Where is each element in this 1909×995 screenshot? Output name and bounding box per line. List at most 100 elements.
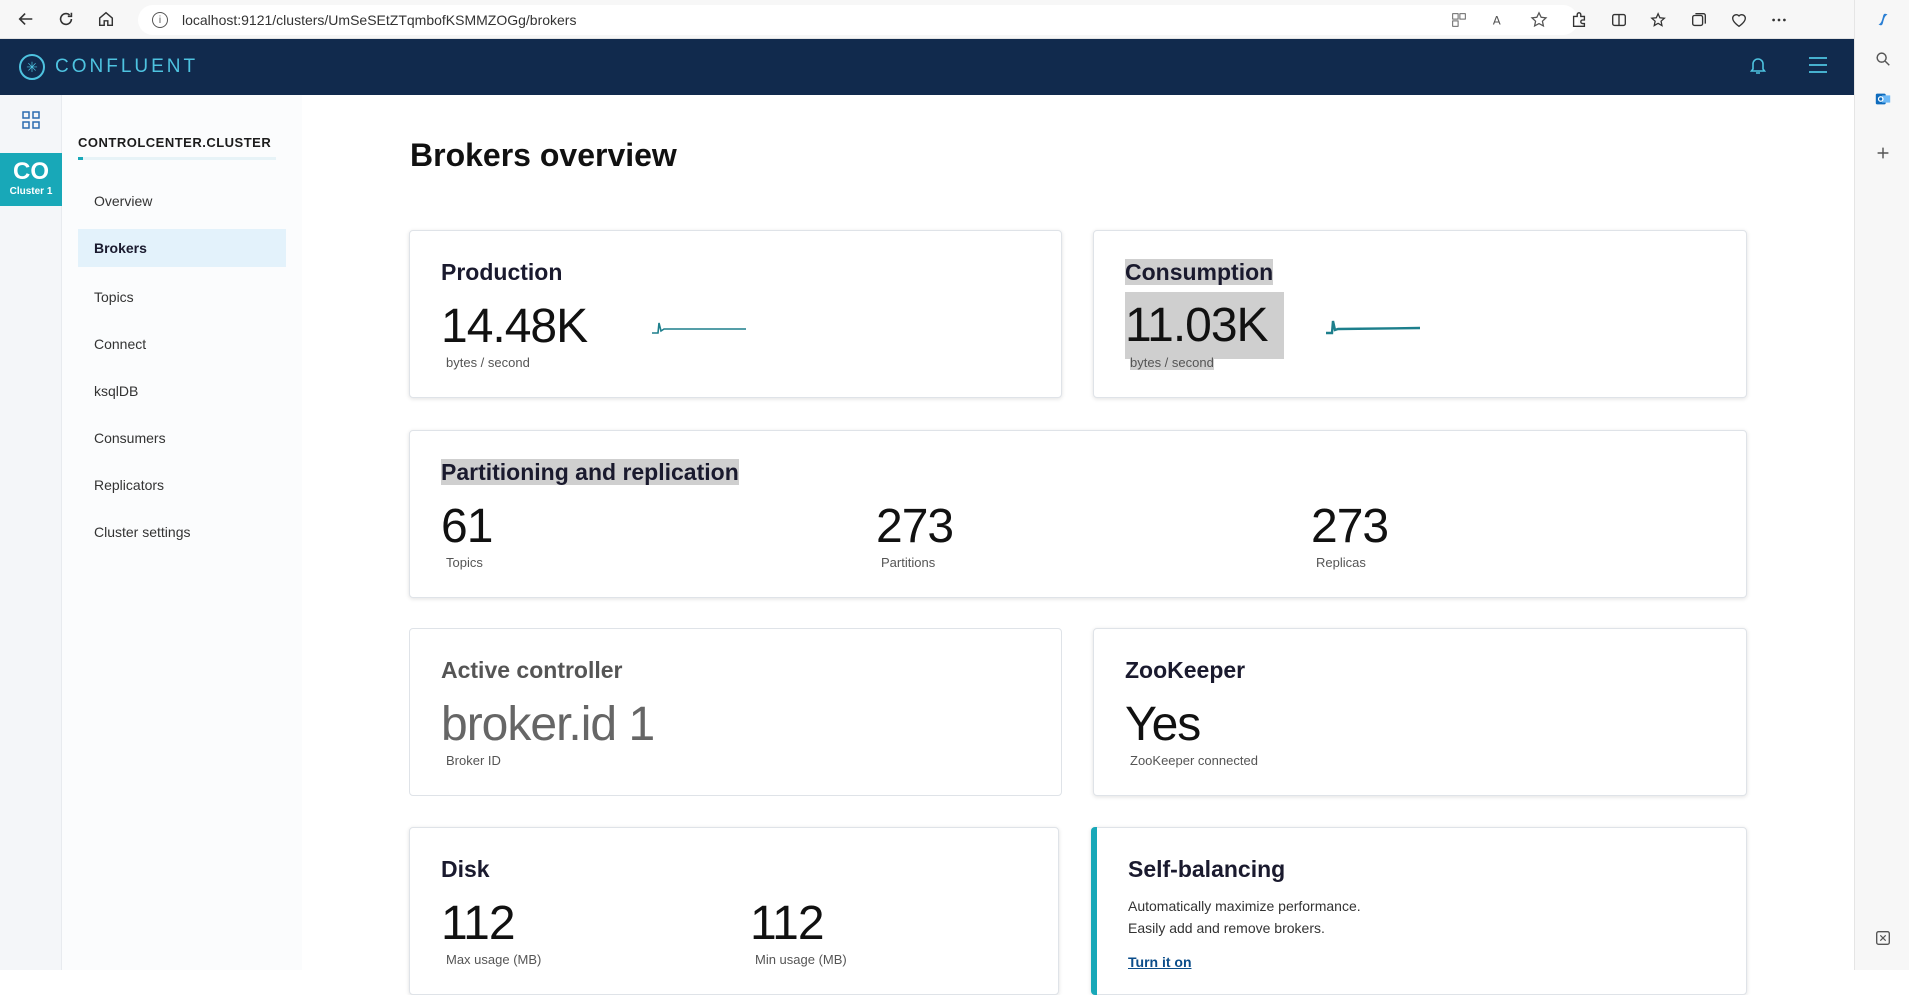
- sidebar-item-brokers[interactable]: Brokers: [78, 229, 286, 267]
- search-sidebar-button[interactable]: [1855, 39, 1909, 79]
- turn-on-link[interactable]: Turn it on: [1128, 954, 1192, 970]
- disk-max-label: Max usage (MB): [446, 952, 542, 967]
- back-arrow-icon: [18, 13, 33, 25]
- refresh-button[interactable]: [48, 1, 84, 37]
- bell-icon: [1749, 57, 1767, 74]
- consumption-title-text: Consumption: [1125, 259, 1274, 285]
- notifications-button[interactable]: [1747, 54, 1769, 81]
- self-balancing-card: Self-balancing Automatically maximize pe…: [1091, 827, 1747, 995]
- page-title: Brokers overview: [410, 137, 677, 173]
- disk-max-value: 112: [441, 897, 516, 950]
- add-sidebar-app-button[interactable]: [1855, 133, 1909, 173]
- production-unit: bytes / second: [446, 355, 530, 370]
- sidebar-item-cluster-settings[interactable]: Cluster settings: [94, 524, 191, 540]
- sidebar-item-overview[interactable]: Overview: [94, 193, 153, 209]
- favorites-icon: [1650, 11, 1666, 27]
- settings-more-button[interactable]: [1759, 0, 1799, 39]
- topics-label: Topics: [446, 555, 483, 570]
- sidebar-item-connect[interactable]: Connect: [94, 336, 147, 352]
- topics-count: 61: [441, 500, 493, 553]
- extensions-button[interactable]: [1559, 0, 1599, 39]
- cluster-name: Cluster 1: [9, 186, 53, 197]
- collections-icon: [1692, 12, 1706, 26]
- zookeeper-title: ZooKeeper: [1125, 657, 1246, 683]
- confluent-logo-icon: ✳: [19, 54, 45, 80]
- sidebar-item-ksqldb[interactable]: ksqlDB: [94, 383, 139, 399]
- cluster-title: CONTROLCENTER.CLUSTER: [78, 135, 272, 150]
- cluster-abbr: CO: [13, 158, 49, 185]
- sidebar-item-topics[interactable]: Topics: [94, 289, 134, 305]
- replicas-label: Replicas: [1316, 555, 1366, 570]
- svg-text:A: A: [1493, 13, 1501, 27]
- production-sparkline: [652, 322, 746, 334]
- disk-title: Disk: [441, 856, 490, 882]
- partitioning-card[interactable]: Partitioning and replication 61 Topics 2…: [409, 430, 1747, 598]
- production-card[interactable]: Production 14.48K bytes / second: [409, 230, 1062, 398]
- zookeeper-value: Yes: [1125, 698, 1201, 751]
- partitions-count: 273: [876, 500, 954, 553]
- top-navbar: ✳ CONFLUENT: [0, 39, 1854, 95]
- app-available-button[interactable]: [1439, 0, 1479, 39]
- panel-collapse-icon: [1875, 931, 1890, 945]
- read-aloud-button[interactable]: A: [1479, 0, 1519, 39]
- replicas-count: 273: [1311, 500, 1389, 553]
- partitioning-title-text: Partitioning and replication: [441, 459, 739, 485]
- cluster-sidebar: CONTROLCENTER.CLUSTER Overview Brokers T…: [62, 95, 302, 970]
- hide-sidebar-button[interactable]: [1855, 918, 1909, 958]
- production-title: Production: [441, 259, 563, 285]
- outlook-icon: [1875, 93, 1890, 105]
- puzzle-icon: [1572, 11, 1586, 27]
- cluster-switcher-item[interactable]: CO Cluster 1: [0, 153, 62, 206]
- apps-icon: [1452, 12, 1466, 27]
- split-screen-button[interactable]: [1599, 0, 1639, 39]
- grid-icon: [22, 111, 40, 129]
- split-screen-icon: [1612, 13, 1626, 26]
- zookeeper-card[interactable]: ZooKeeper Yes ZooKeeper connected: [1093, 628, 1747, 796]
- url-text: localhost:9121/clusters/UmSeSEtZTqmbofKS…: [182, 12, 577, 28]
- back-button[interactable]: [8, 1, 44, 37]
- all-clusters-button[interactable]: [0, 95, 62, 145]
- partitions-label: Partitions: [881, 555, 936, 570]
- controller-title: Active controller: [441, 657, 623, 683]
- home-button[interactable]: [88, 1, 124, 37]
- confluent-app: ✳ CONFLUENT CO Cluster 1 CONTROLCENTER.C…: [0, 39, 1854, 995]
- plus-icon: [1877, 147, 1888, 159]
- copilot-button[interactable]: [1855, 0, 1909, 39]
- refresh-icon: [59, 12, 73, 26]
- outlook-button[interactable]: [1855, 79, 1909, 119]
- self-balancing-title: Self-balancing: [1128, 856, 1286, 882]
- controller-label: Broker ID: [446, 753, 501, 768]
- browser-essentials-button[interactable]: [1719, 0, 1759, 39]
- production-value: 14.48K: [441, 300, 588, 353]
- hamburger-menu-icon: [1809, 56, 1827, 73]
- disk-min-value: 112: [750, 897, 825, 950]
- sidebar-item-replicators[interactable]: Replicators: [94, 477, 165, 493]
- consumption-sparkline: [1326, 320, 1421, 335]
- cluster-rail: CO Cluster 1: [0, 95, 62, 970]
- site-info-icon[interactable]: i: [152, 12, 168, 28]
- disk-min-label: Min usage (MB): [755, 952, 847, 967]
- home-icon: [98, 11, 114, 27]
- search-icon: [1875, 52, 1890, 66]
- self-balancing-line1: Automatically maximize performance.: [1128, 898, 1361, 914]
- consumption-card[interactable]: Consumption 11.03K bytes / second: [1093, 230, 1747, 398]
- collections-button[interactable]: [1679, 0, 1719, 39]
- favorites-button[interactable]: [1639, 0, 1679, 39]
- zookeeper-label: ZooKeeper connected: [1130, 753, 1258, 768]
- partitioning-title: Partitioning and replication: [441, 459, 739, 486]
- consumption-value: 11.03K: [1125, 292, 1284, 359]
- address-bar[interactable]: i localhost:9121/clusters/UmSeSEtZTqmbof…: [138, 5, 1578, 35]
- brand-name: CONFLUENT: [55, 56, 199, 77]
- consumption-title: Consumption: [1125, 259, 1274, 286]
- sidebar-item-consumers[interactable]: Consumers: [94, 430, 166, 446]
- confluent-logo[interactable]: ✳ CONFLUENT: [19, 54, 198, 80]
- self-balancing-line2: Easily add and remove brokers.: [1128, 920, 1325, 936]
- cluster-title-underline: [78, 157, 276, 160]
- main-menu-button[interactable]: [1807, 54, 1829, 81]
- main-content: Brokers overview Production 14.48K bytes…: [302, 95, 1854, 995]
- more-horizontal-icon: [1772, 18, 1786, 21]
- self-balancing-accent: [1091, 827, 1097, 995]
- favorite-button[interactable]: [1519, 0, 1559, 39]
- active-controller-card: Active controller broker.id 1 Broker ID: [409, 628, 1062, 796]
- browser-toolbar: i localhost:9121/clusters/UmSeSEtZTqmbof…: [0, 0, 1854, 39]
